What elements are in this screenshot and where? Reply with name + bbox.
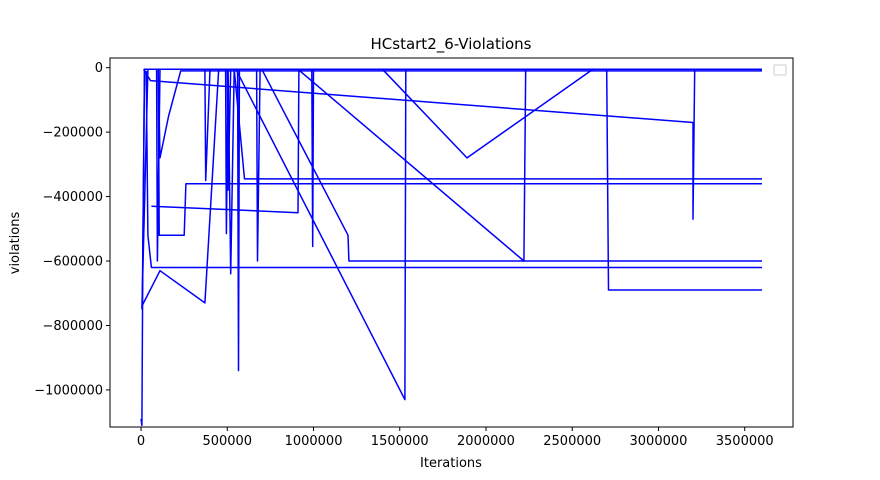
series-line-1 [140, 68, 762, 427]
series-line-7 [157, 69, 762, 236]
y-axis: 0 −200000 −400000 −600000 −800000 −1000000 [34, 61, 110, 398]
series-line-12 [233, 69, 762, 180]
x-axis-label: Iterations [420, 456, 482, 471]
legend-box [773, 64, 787, 76]
series-line-10 [141, 68, 762, 307]
x-tick-label: 1500000 [371, 434, 429, 449]
y-tick-label: 0 [95, 61, 103, 76]
y-axis-label: violations [8, 212, 23, 275]
y-tick-label: −200000 [42, 126, 103, 141]
series-line-17 [216, 68, 762, 275]
chart-title: HCstart2_6-Violations [371, 35, 532, 54]
x-tick-label: 1000000 [285, 434, 343, 449]
plot-frame [109, 57, 794, 428]
x-tick-label: 500000 [202, 434, 252, 449]
x-tick-label: 2000000 [457, 434, 515, 449]
series-line-13 [235, 68, 762, 401]
series-line-15 [261, 68, 762, 262]
series-line-3 [145, 70, 762, 269]
x-tick-label: 3500000 [716, 434, 774, 449]
series-line-11 [141, 68, 762, 310]
plot-lines [140, 68, 762, 427]
y-tick-label: −600000 [42, 255, 103, 270]
series-line-9 [163, 68, 762, 182]
series-line-2 [141, 68, 762, 294]
series-line-6 [153, 68, 762, 262]
x-tick-label: 2500000 [543, 434, 601, 449]
series-line-8 [144, 68, 762, 372]
x-tick-label: 0 [137, 434, 145, 449]
x-axis: 0 500000 1000000 1500000 2000000 2500000 30000… [137, 427, 774, 449]
y-tick-label: −1000000 [34, 383, 103, 398]
x-tick-label: 3000000 [630, 434, 688, 449]
y-tick-label: −800000 [42, 319, 103, 334]
y-tick-label: −400000 [42, 190, 103, 205]
